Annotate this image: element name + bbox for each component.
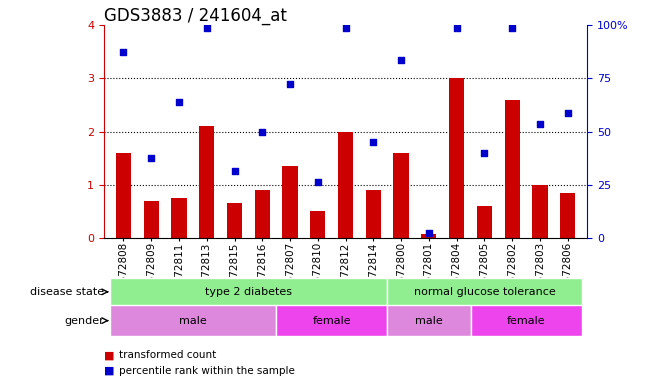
Point xyxy=(146,155,156,161)
Bar xyxy=(276,305,387,336)
Bar xyxy=(387,278,582,305)
Point xyxy=(285,81,295,87)
Bar xyxy=(254,190,270,238)
Bar xyxy=(366,190,381,238)
Bar xyxy=(310,212,325,238)
Point xyxy=(201,25,212,31)
Point xyxy=(452,25,462,31)
Bar xyxy=(282,166,298,238)
Bar xyxy=(421,234,437,238)
Bar xyxy=(116,153,131,238)
Point xyxy=(257,129,268,135)
Point xyxy=(118,48,129,55)
Text: disease state: disease state xyxy=(30,287,105,297)
Point xyxy=(174,99,185,105)
Point xyxy=(479,150,490,156)
Text: transformed count: transformed count xyxy=(119,350,216,360)
Text: ■: ■ xyxy=(104,350,115,360)
Bar xyxy=(227,204,242,238)
Point xyxy=(368,139,378,145)
Point xyxy=(229,169,240,175)
Text: male: male xyxy=(179,316,207,326)
Bar xyxy=(387,305,470,336)
Bar xyxy=(560,193,575,238)
Point xyxy=(562,110,573,116)
Bar xyxy=(393,153,409,238)
Bar xyxy=(532,185,548,238)
Point xyxy=(313,179,323,185)
Point xyxy=(507,25,517,31)
Text: female: female xyxy=(313,316,351,326)
Point xyxy=(396,56,407,63)
Text: GDS3883 / 241604_at: GDS3883 / 241604_at xyxy=(104,7,287,25)
Point xyxy=(340,25,351,31)
Bar xyxy=(109,305,276,336)
Text: gender: gender xyxy=(65,316,105,326)
Bar xyxy=(477,206,492,238)
Bar xyxy=(144,201,159,238)
Bar xyxy=(199,126,214,238)
Bar xyxy=(338,131,353,238)
Bar xyxy=(171,198,187,238)
Bar xyxy=(505,99,520,238)
Text: percentile rank within the sample: percentile rank within the sample xyxy=(119,366,295,376)
Point xyxy=(423,230,434,236)
Text: normal glucose tolerance: normal glucose tolerance xyxy=(413,287,556,297)
Bar xyxy=(109,278,387,305)
Text: male: male xyxy=(415,316,443,326)
Bar xyxy=(470,305,582,336)
Text: female: female xyxy=(507,316,546,326)
Point xyxy=(535,121,546,127)
Bar xyxy=(449,78,464,238)
Text: type 2 diabetes: type 2 diabetes xyxy=(205,287,292,297)
Text: ■: ■ xyxy=(104,366,115,376)
